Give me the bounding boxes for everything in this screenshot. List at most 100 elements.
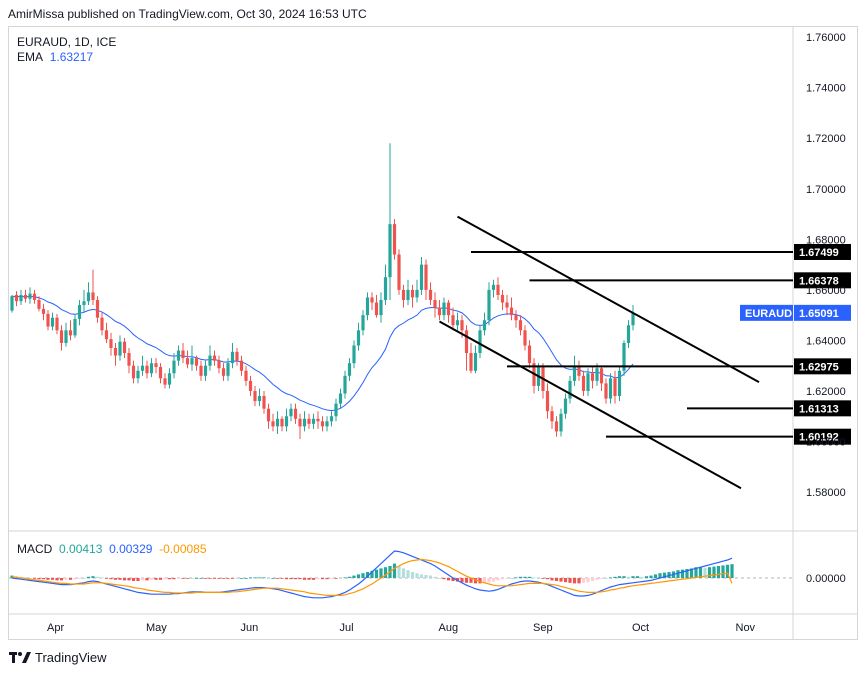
tradingview-logo-icon	[9, 651, 31, 664]
candle-body	[100, 317, 104, 331]
candle-body	[194, 358, 199, 366]
macd-histogram-bar	[100, 577, 104, 579]
macd-histogram-bar	[77, 578, 82, 579]
candle-body	[284, 416, 289, 427]
candle-body	[19, 294, 23, 302]
macd-histogram-bar	[595, 578, 599, 580]
macd-histogram-bar	[73, 578, 77, 580]
macd-histogram-bar	[289, 578, 293, 580]
macd-signal-line	[11, 558, 733, 597]
candle-body	[140, 365, 145, 371]
candle-body	[500, 294, 505, 303]
macd-histogram-bar	[608, 577, 613, 579]
macd-histogram-bar	[685, 569, 689, 578]
macd-histogram-bar	[113, 578, 118, 580]
macd-histogram-bar	[55, 578, 59, 581]
candle-body	[473, 353, 478, 371]
time-tick-label: Oct	[632, 622, 649, 634]
macd-histogram-bar	[622, 576, 626, 578]
macd-histogram-bar	[568, 578, 572, 583]
candle-body	[280, 418, 284, 427]
macd-histogram-bar	[500, 578, 505, 580]
macd-histogram-bar	[712, 566, 716, 578]
macd-histogram-bar	[563, 578, 568, 583]
macd-histogram-bar	[518, 576, 523, 578]
candle-body	[248, 380, 253, 391]
macd-histogram-bar	[437, 578, 442, 579]
macd-histogram-bar	[631, 576, 635, 578]
candle-body	[613, 378, 617, 397]
symbol-tag-name-badge	[740, 304, 793, 321]
macd-histogram-bar	[347, 576, 352, 578]
macd-histogram-bar	[550, 578, 554, 581]
candle-body	[95, 299, 100, 318]
tradingview-footer[interactable]: TradingView	[9, 650, 107, 665]
price-tick-label: 1.72000	[806, 133, 846, 145]
candle-body	[293, 408, 298, 419]
macd-histogram-bar	[559, 578, 563, 582]
macd-histogram-bar	[23, 577, 28, 579]
macd-histogram-bar	[41, 578, 46, 580]
ema-legend: EMA 1.63217	[17, 50, 116, 65]
macd-histogram-bar	[95, 576, 100, 578]
candle-body	[91, 292, 95, 300]
price-tick-label: 1.60000	[806, 437, 846, 449]
candle-body	[356, 330, 361, 346]
macd-histogram-bar	[419, 574, 424, 578]
macd-histogram-bar	[532, 577, 536, 579]
macd-histogram-bar	[320, 578, 325, 580]
candle-body	[383, 277, 388, 300]
candle-body	[514, 315, 518, 321]
candle-body	[59, 330, 64, 343]
candle-body	[82, 301, 86, 306]
candle-body	[181, 350, 185, 359]
macd-histogram-bar	[635, 576, 640, 578]
candle-body	[266, 408, 271, 422]
candle-body	[37, 299, 41, 309]
candle-body	[518, 320, 523, 331]
candle-body	[617, 370, 622, 397]
macd-histogram-bar	[293, 578, 298, 580]
macd-histogram-bar	[244, 578, 248, 579]
macd-line	[11, 550, 733, 599]
candle-body	[388, 224, 392, 278]
price-tick-label: 1.76000	[806, 32, 846, 44]
macd-histogram-bar	[676, 570, 680, 578]
macd-histogram-bar	[613, 576, 617, 578]
macd-signal-value: -0.00085	[159, 542, 207, 556]
candle-body	[64, 330, 68, 343]
macd-histogram-bar	[190, 578, 194, 579]
macd-histogram-bar	[599, 578, 604, 579]
macd-histogram-bar	[721, 565, 725, 578]
ema-label: EMA	[17, 50, 44, 64]
macd-histogram-bar	[392, 563, 397, 578]
macd-line-value: 0.00329	[109, 542, 153, 556]
candle-body	[176, 350, 181, 361]
candle-body	[149, 363, 154, 374]
macd-histogram-bar	[469, 578, 473, 583]
candle-body	[482, 320, 487, 331]
macd-histogram-bar	[46, 578, 50, 580]
candle-body	[370, 297, 374, 303]
macd-histogram-bar	[586, 578, 590, 583]
candle-body	[113, 348, 118, 356]
macd-histogram-bar	[658, 573, 662, 578]
macd-histogram-bar	[509, 578, 514, 579]
macd-histogram-bar	[86, 576, 91, 578]
macd-histogram-bar	[536, 578, 541, 579]
candle-body	[397, 254, 401, 290]
macd-histogram-bar	[514, 577, 518, 579]
macd-histogram-bar	[401, 568, 406, 578]
macd-histogram-bar	[352, 575, 356, 578]
macd-histogram-bar	[554, 578, 559, 581]
candle-body	[437, 307, 442, 316]
candle-body	[226, 363, 230, 376]
candle-body	[28, 293, 32, 299]
candle-body	[433, 299, 437, 308]
candle-body	[73, 318, 77, 336]
candle-body	[199, 365, 203, 376]
macd-tick-label: 0.00000	[806, 573, 846, 585]
macd-histogram-bar	[446, 578, 451, 581]
macd-histogram-bar	[356, 574, 361, 578]
